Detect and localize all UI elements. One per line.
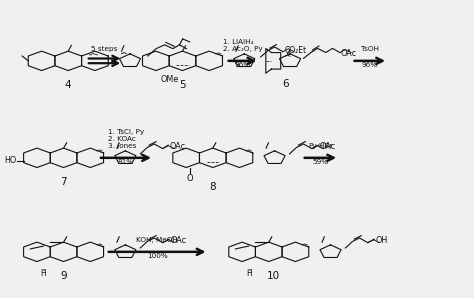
Text: OAc: OAc xyxy=(341,49,357,58)
Text: CO₂Et: CO₂Et xyxy=(285,46,307,55)
Text: OH: OH xyxy=(376,236,388,245)
Text: 7: 7 xyxy=(60,177,67,187)
Text: HO: HO xyxy=(4,156,17,165)
Text: 81%: 81% xyxy=(118,159,134,165)
Text: OAc: OAc xyxy=(320,142,336,151)
Text: 96%: 96% xyxy=(235,62,251,68)
Text: H̃: H̃ xyxy=(41,269,46,278)
Text: OAc: OAc xyxy=(171,236,187,245)
Text: 10: 10 xyxy=(267,271,280,281)
Text: 1. TsCl, Py
2. KOAc
3. Jones: 1. TsCl, Py 2. KOAc 3. Jones xyxy=(108,129,144,149)
Text: 4: 4 xyxy=(65,80,72,90)
Text: OAc: OAc xyxy=(169,142,185,151)
Text: Py·HBr: Py·HBr xyxy=(308,143,333,149)
Text: 100%: 100% xyxy=(147,253,167,259)
Text: TsOH: TsOH xyxy=(361,46,379,52)
Text: OMe: OMe xyxy=(160,75,178,84)
Text: 9: 9 xyxy=(60,271,67,281)
Text: 59%: 59% xyxy=(312,159,328,165)
Text: 6: 6 xyxy=(282,79,289,89)
Text: 96%: 96% xyxy=(362,62,378,68)
Text: O: O xyxy=(187,174,193,183)
Text: H̃: H̃ xyxy=(246,269,252,278)
Text: 5: 5 xyxy=(179,80,186,90)
Text: 5 steps: 5 steps xyxy=(91,46,118,52)
Text: 1. LiAlH₄
2. Ac₂O, Py: 1. LiAlH₄ 2. Ac₂O, Py xyxy=(223,39,262,52)
Text: 8: 8 xyxy=(210,182,216,192)
Text: KOH, MeOH: KOH, MeOH xyxy=(136,237,178,243)
